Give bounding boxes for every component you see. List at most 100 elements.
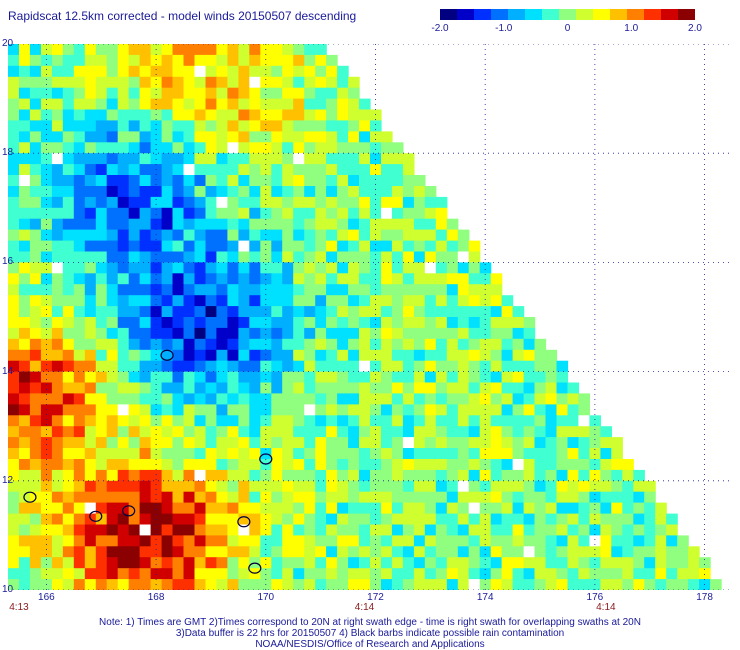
data-cell: [556, 415, 569, 427]
data-cell: [402, 229, 415, 242]
data-cell: [40, 295, 53, 307]
data-cell: [348, 273, 360, 285]
data-cell: [315, 338, 327, 351]
data-cell: [95, 371, 108, 384]
data-cell: [19, 360, 31, 373]
data-cell: [106, 502, 119, 515]
data-cell: [227, 186, 239, 198]
data-cell: [51, 306, 64, 318]
data-cell: [216, 218, 228, 231]
data-cell: [391, 491, 404, 504]
data-cell: [117, 306, 130, 318]
data-cell: [51, 76, 64, 89]
data-cell: [293, 546, 305, 558]
data-cell: [216, 513, 228, 526]
data-cell: [238, 502, 250, 515]
data-cell: [391, 524, 404, 536]
data-cell: [512, 306, 525, 318]
data-cell: [315, 54, 327, 67]
data-cell: [8, 371, 20, 384]
data-cell: [216, 349, 228, 362]
data-cell: [348, 338, 360, 351]
data-cell: [150, 207, 163, 220]
data-cell: [62, 98, 75, 111]
data-cell: [381, 426, 393, 438]
data-cell: [578, 393, 590, 405]
data-cell: [545, 469, 558, 482]
data-cell: [359, 437, 371, 449]
data-cell: [402, 415, 415, 427]
swath-map[interactable]: [8, 44, 732, 590]
data-cell: [73, 54, 86, 67]
data-cell: [348, 502, 360, 515]
data-cell: [249, 175, 261, 187]
data-cell: [150, 196, 163, 209]
data-cell: [205, 524, 218, 536]
data-cell: [315, 557, 327, 569]
data-cell: [227, 164, 239, 176]
data-cell: [391, 295, 404, 307]
data-cell: [348, 327, 360, 340]
data-cell: [216, 131, 228, 143]
data-cell: [150, 524, 163, 536]
data-cell: [139, 131, 152, 143]
data-cell: [293, 469, 305, 482]
data-cell: [205, 546, 218, 558]
data-cell: [512, 491, 525, 504]
data-cell: [468, 317, 481, 329]
data-cell: [194, 295, 207, 307]
longitude-label: 166: [38, 592, 55, 603]
data-cell: [95, 207, 108, 220]
data-cell: [424, 546, 437, 558]
data-cell: [337, 568, 349, 580]
data-cell: [534, 568, 547, 580]
data-cell: [424, 382, 437, 394]
data-cell: [205, 273, 218, 285]
data-cell: [391, 186, 404, 198]
data-cell: [381, 295, 393, 307]
data-cell: [589, 415, 601, 427]
data-cell: [62, 251, 75, 263]
data-cell: [282, 426, 294, 438]
data-cell: [271, 524, 283, 536]
data-cell: [117, 175, 130, 187]
data-cell: [161, 568, 174, 580]
data-cell: [315, 284, 327, 296]
data-cell: [435, 371, 448, 384]
data-cell: [578, 535, 590, 547]
data-cell: [183, 196, 196, 209]
data-cell: [40, 262, 53, 274]
data-cell: [227, 371, 239, 384]
data-cell: [260, 142, 272, 154]
data-cell: [161, 327, 174, 340]
data-cell: [205, 535, 218, 547]
data-cell: [413, 557, 426, 569]
data-cell: [95, 469, 108, 482]
data-cell: [468, 546, 481, 558]
data-cell: [315, 404, 327, 416]
data-cell: [194, 186, 207, 198]
data-cell: [19, 229, 31, 242]
data-cell: [128, 448, 141, 460]
data-cell: [479, 448, 492, 460]
data-cell: [40, 317, 53, 329]
data-cell: [534, 579, 547, 590]
data-cell: [95, 98, 108, 111]
data-cell: [194, 437, 207, 449]
data-cell: [413, 415, 426, 427]
data-cell: [62, 360, 75, 373]
data-cell: [216, 393, 228, 405]
data-cell: [435, 295, 448, 307]
data-cell: [633, 579, 645, 590]
data-cell: [600, 524, 612, 536]
data-cell: [139, 469, 152, 482]
data-cell: [556, 448, 569, 460]
data-cell: [249, 568, 261, 580]
data-cell: [402, 153, 415, 165]
data-cell: [260, 186, 272, 198]
data-cell: [139, 284, 152, 296]
data-cell: [359, 295, 371, 307]
data-cell: [435, 469, 448, 482]
data-cell: [84, 535, 97, 547]
data-cell: [161, 175, 174, 187]
